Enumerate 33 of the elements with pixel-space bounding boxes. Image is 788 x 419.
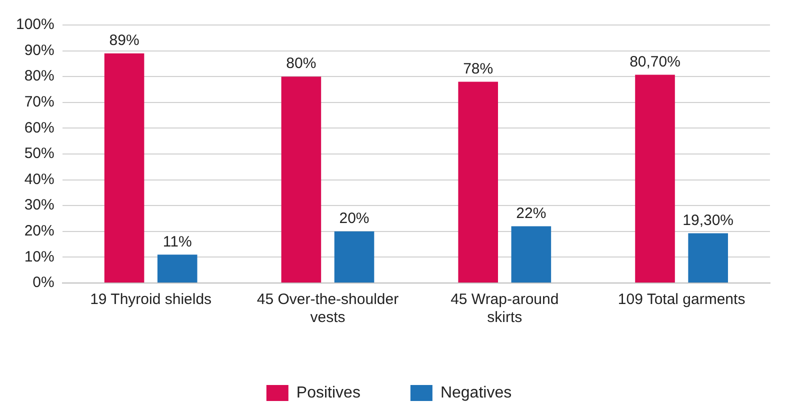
data-label: 19,30% <box>682 212 734 229</box>
bar <box>635 74 675 282</box>
data-label: 11% <box>162 233 192 250</box>
x-tick-label: 19 Thyroid shields <box>90 291 212 308</box>
y-tick-label: 30% <box>24 196 54 214</box>
data-label: 89% <box>109 32 140 50</box>
y-tick-label: 20% <box>24 222 54 240</box>
bar <box>511 226 552 282</box>
bar <box>157 254 198 282</box>
bar <box>458 82 498 282</box>
y-tick-label: 80% <box>24 68 54 85</box>
y-tick-label: 50% <box>24 145 54 162</box>
y-tick-label: 40% <box>24 170 54 188</box>
x-tick-label: 109 Total garments <box>618 291 746 308</box>
y-tick-label: 10% <box>24 248 54 266</box>
data-label: 22% <box>516 204 546 222</box>
bar <box>688 233 728 282</box>
bar <box>281 76 322 282</box>
data-label: 78% <box>463 60 494 78</box>
bar <box>334 231 374 282</box>
x-tick-label: 45 Over-the-shoulder vests <box>256 291 399 326</box>
y-tick-label: 90% <box>24 42 54 59</box>
x-tick-label: 45 Wrap-around skirts <box>450 291 559 326</box>
y-tick-label: 60% <box>24 119 54 136</box>
legend-label: Positives <box>296 384 360 402</box>
data-label: 20% <box>339 210 370 228</box>
legend-label: Negatives <box>440 384 512 402</box>
data-label: 80,70% <box>630 53 680 70</box>
y-tick-label: 0% <box>32 274 54 292</box>
y-tick-label: 70% <box>24 94 54 111</box>
bar <box>104 53 144 282</box>
data-label: 80% <box>286 55 316 72</box>
y-tick-label: 100% <box>16 16 54 34</box>
